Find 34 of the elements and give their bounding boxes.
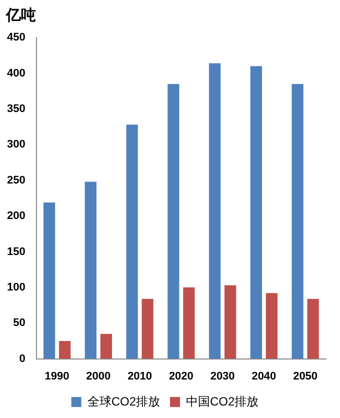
bar — [208, 63, 221, 359]
bar — [126, 124, 138, 359]
y-tick-label: 250 — [6, 174, 26, 186]
x-tick-label: 1990 — [44, 370, 70, 382]
bar — [100, 334, 112, 359]
x-tick-label: 2030 — [210, 370, 235, 382]
bar — [142, 298, 154, 359]
bar — [224, 285, 236, 359]
x-tick-label: 2040 — [252, 370, 276, 382]
y-tick-label: 450 — [6, 32, 26, 44]
bar — [84, 182, 96, 359]
bar — [292, 84, 304, 359]
x-tick-label: 2010 — [128, 370, 152, 382]
y-tick-label: 50 — [13, 317, 26, 330]
bar — [307, 298, 319, 359]
y-tick-label: 350 — [6, 103, 26, 116]
y-tick-label: 200 — [6, 210, 26, 222]
x-tick-label: 2050 — [293, 370, 318, 382]
x-tick-label: 2020 — [168, 370, 194, 382]
bar — [168, 84, 180, 359]
y-axis-title: 亿吨 — [6, 6, 36, 25]
bar — [250, 66, 262, 359]
y-tick-label: 150 — [6, 246, 26, 258]
bar — [58, 340, 71, 359]
y-tick-label: 100 — [6, 281, 26, 294]
legend-label: 全球CO2排放 — [87, 394, 160, 408]
y-tick-label: 400 — [6, 67, 26, 80]
y-tick-label: 0 — [19, 352, 26, 365]
x-tick-label: 2000 — [86, 370, 111, 382]
legend-label: 中国CO2排放 — [186, 394, 259, 408]
bar — [43, 202, 56, 359]
bar — [266, 293, 278, 359]
y-tick-label: 300 — [6, 138, 26, 151]
bar — [183, 287, 195, 359]
